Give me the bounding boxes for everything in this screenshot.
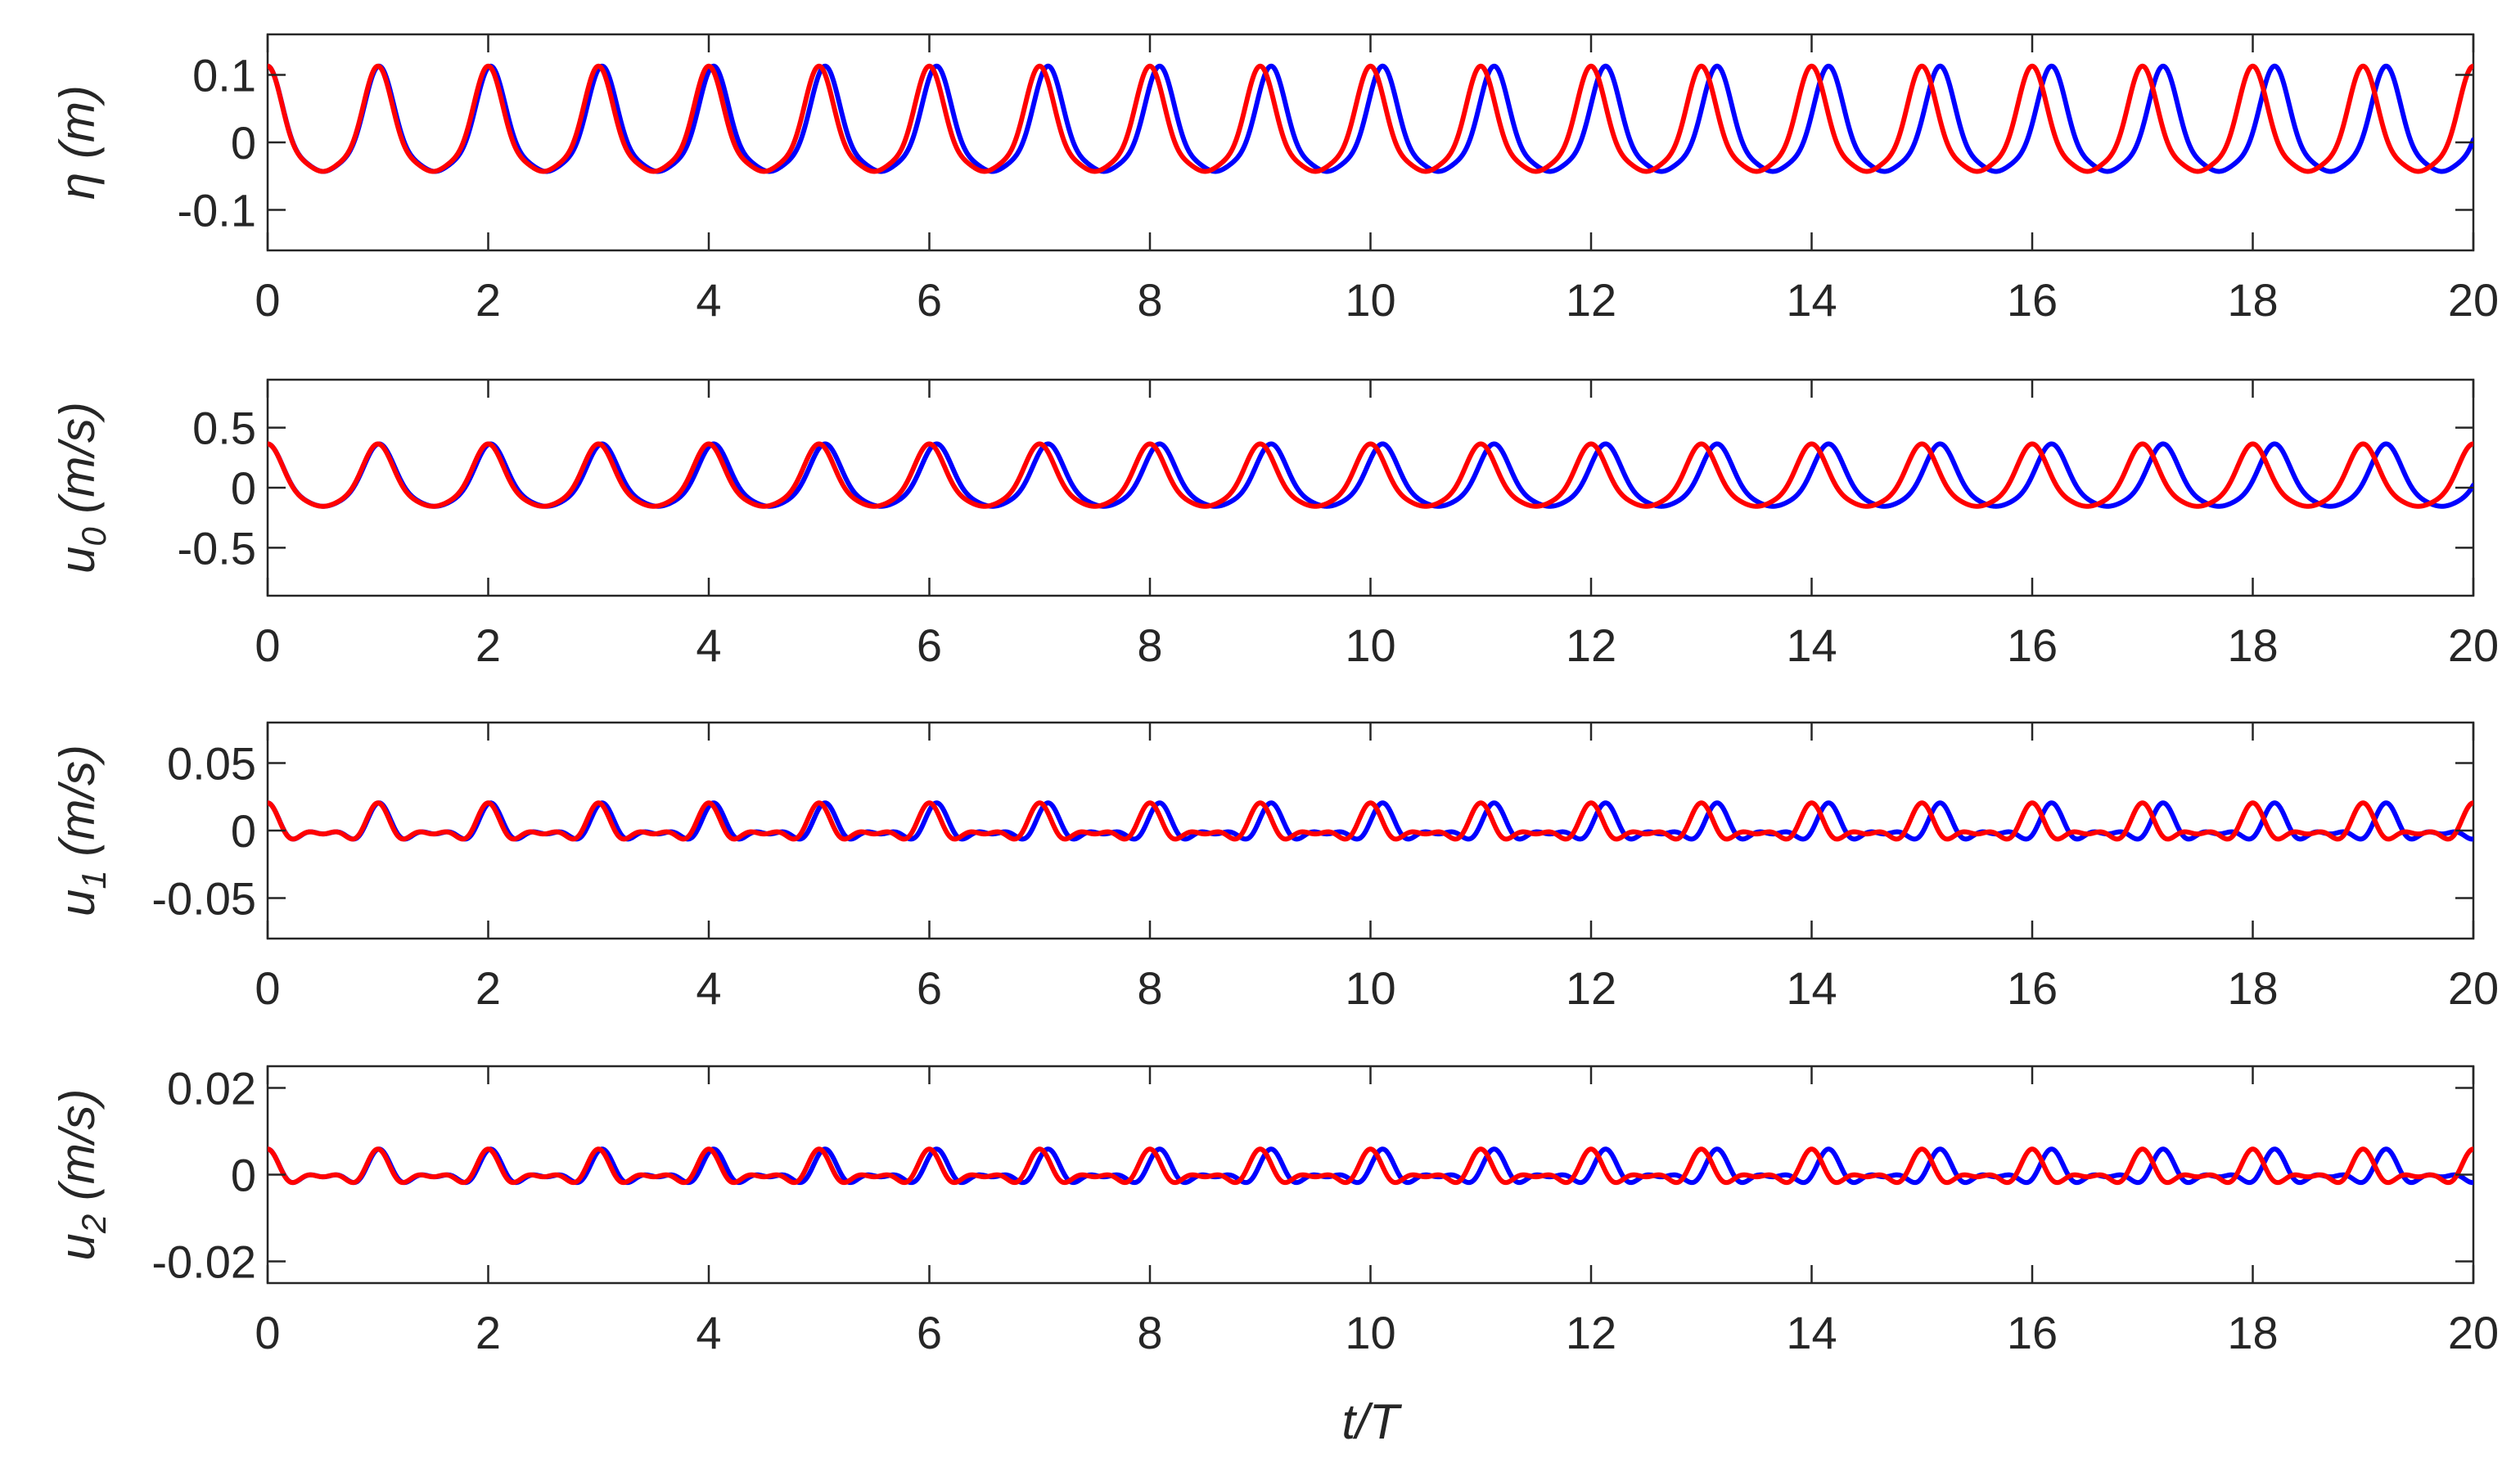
x-tick-label: 4 xyxy=(696,619,721,671)
x-tick-label: 8 xyxy=(1137,1307,1162,1358)
x-tick-label: 6 xyxy=(917,1307,942,1358)
axes-box xyxy=(266,1065,2475,1285)
y-tick-label: 0 xyxy=(231,1150,256,1201)
y-tick-label: -0.02 xyxy=(151,1236,256,1288)
x-tick-label: 10 xyxy=(1345,1307,1395,1358)
x-tick-label: 20 xyxy=(2448,274,2499,326)
x-tick-label: 10 xyxy=(1345,962,1395,1014)
y-axis-label: u1 (m/s) xyxy=(50,745,113,916)
y-tick-label: 0.05 xyxy=(167,738,256,790)
series-red-line xyxy=(268,63,2473,174)
axes-box xyxy=(266,721,2475,940)
x-tick-label: 2 xyxy=(476,962,501,1014)
series-red-line xyxy=(268,441,2473,509)
x-tick-label: 20 xyxy=(2448,619,2499,671)
series-blue-line xyxy=(268,441,2473,509)
x-tick-label: 2 xyxy=(476,1307,501,1358)
x-tick-label: 14 xyxy=(1786,619,1837,671)
y-tick-label: -0.05 xyxy=(151,873,256,925)
y-axis-label: u2 (m/s) xyxy=(50,1088,113,1260)
x-tick-label: 6 xyxy=(917,619,942,671)
x-tick-label: 18 xyxy=(2227,1307,2278,1358)
series-red-line xyxy=(268,800,2473,842)
x-tick-label: 14 xyxy=(1786,962,1837,1014)
panel-2: 0 2 4 6 8 10 12 14 16 18 20 -0.05 0 0.05 u1 (m/s) xyxy=(50,721,2499,1014)
x-tick-label: 0 xyxy=(255,962,280,1014)
series-group xyxy=(268,800,2473,842)
panel-0: 0 2 4 6 8 10 12 14 16 18 20 -0.1 0 0.1 η (m) xyxy=(50,33,2499,326)
x-tick-label: 0 xyxy=(255,274,280,326)
x-tick-label: 4 xyxy=(696,962,721,1014)
series-blue-line xyxy=(268,63,2473,174)
x-tick-label: 0 xyxy=(255,1307,280,1358)
x-tick-label: 18 xyxy=(2227,619,2278,671)
y-tick-label: 0.1 xyxy=(192,50,256,101)
y-tick-label: 0 xyxy=(231,117,256,169)
series-red-line xyxy=(268,1146,2473,1186)
axes-box xyxy=(266,378,2475,597)
series-group xyxy=(268,441,2473,509)
x-tick-label: 20 xyxy=(2448,1307,2499,1358)
panel-3: 0 2 4 6 8 10 12 14 16 18 20 -0.02 0 0.02 u2 (m/s) t/T xyxy=(50,1063,2499,1450)
y-axis-label: η (m) xyxy=(50,85,105,200)
x-tick-label: 12 xyxy=(1566,1307,1616,1358)
y-axis-label: u0 (m/s) xyxy=(50,402,113,574)
x-tick-label: 8 xyxy=(1137,274,1162,326)
x-tick-label: 12 xyxy=(1566,962,1616,1014)
x-tick-label: 16 xyxy=(2007,962,2058,1014)
x-tick-label: 12 xyxy=(1566,619,1616,671)
x-tick-label: 14 xyxy=(1786,1307,1837,1358)
x-tick-label: 18 xyxy=(2227,274,2278,326)
x-tick-label: 6 xyxy=(917,274,942,326)
y-tick-label: 0 xyxy=(231,805,256,857)
x-tick-label: 10 xyxy=(1345,274,1395,326)
y-tick-label: -0.5 xyxy=(178,522,257,574)
x-tick-label: 0 xyxy=(255,619,280,671)
x-tick-label: 16 xyxy=(2007,274,2058,326)
x-tick-label: 16 xyxy=(2007,619,2058,671)
y-tick-label: 0.5 xyxy=(192,403,256,454)
x-tick-label: 4 xyxy=(696,274,721,326)
series-group xyxy=(268,1146,2473,1186)
y-tick-label: 0 xyxy=(231,462,256,514)
x-tick-label: 4 xyxy=(696,1307,721,1358)
x-tick-label: 14 xyxy=(1786,274,1837,326)
x-tick-label: 16 xyxy=(2007,1307,2058,1358)
x-tick-label: 10 xyxy=(1345,619,1395,671)
y-tick-label: 0.02 xyxy=(167,1063,256,1115)
x-tick-label: 18 xyxy=(2227,962,2278,1014)
x-tick-label: 20 xyxy=(2448,962,2499,1014)
x-tick-label: 12 xyxy=(1566,274,1616,326)
axes-box xyxy=(266,33,2475,252)
series-group xyxy=(268,63,2473,174)
x-tick-label: 8 xyxy=(1137,962,1162,1014)
x-tick-label: 2 xyxy=(476,619,501,671)
x-tick-label: 6 xyxy=(917,962,942,1014)
panel-1: 0 2 4 6 8 10 12 14 16 18 20 -0.5 0 0.5 u0 (m/s) xyxy=(50,378,2499,671)
x-tick-label: 8 xyxy=(1137,619,1162,671)
x-axis-label: t/T xyxy=(1342,1394,1403,1449)
x-tick-label: 2 xyxy=(476,274,501,326)
y-tick-label: -0.1 xyxy=(178,185,257,236)
